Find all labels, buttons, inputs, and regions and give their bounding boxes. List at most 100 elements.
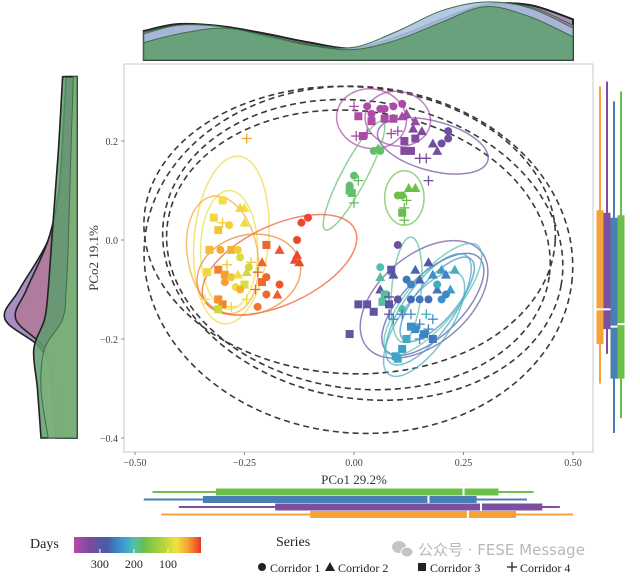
data-point <box>367 117 376 126</box>
data-point <box>241 133 252 144</box>
points-layer <box>200 99 460 363</box>
data-point <box>427 138 438 148</box>
data-point <box>414 319 425 330</box>
data-point <box>262 290 271 299</box>
data-point <box>227 245 236 254</box>
y-tick-label: −0.4 <box>100 434 118 445</box>
data-point <box>347 188 356 197</box>
data-point <box>398 344 407 353</box>
data-point <box>449 264 460 274</box>
data-point <box>262 240 271 249</box>
data-point <box>214 226 223 235</box>
legend-triangle-icon <box>325 562 335 571</box>
data-point <box>209 213 218 222</box>
series-ellipse <box>161 98 564 402</box>
watermark-text: 公众号 · FESE Message <box>418 541 585 559</box>
data-point <box>427 314 438 325</box>
color-tick-label: 300 <box>91 557 109 571</box>
data-point <box>362 128 373 139</box>
shape-legend-title: Series <box>276 535 310 550</box>
y-tick-label: −0.2 <box>100 335 118 346</box>
data-point <box>393 240 402 249</box>
data-point <box>353 175 364 186</box>
data-point <box>378 297 387 306</box>
data-point <box>203 268 212 277</box>
data-point <box>258 278 267 287</box>
data-point <box>253 302 262 311</box>
data-point <box>415 295 424 304</box>
x-boxplot-box <box>310 511 517 518</box>
legend-label: Corridor 3 <box>430 561 480 575</box>
data-point <box>433 280 442 289</box>
data-point <box>214 305 223 314</box>
data-point <box>200 294 211 305</box>
data-point <box>423 257 434 267</box>
data-point <box>257 257 268 267</box>
data-point <box>227 273 236 282</box>
data-point <box>367 109 376 118</box>
data-point <box>239 217 250 227</box>
data-point <box>423 324 434 335</box>
shape-legend: Series Corridor 1 Corridor 2 Corridor 3 Cor… <box>258 535 570 575</box>
data-point <box>294 257 305 267</box>
data-point <box>217 217 228 228</box>
data-point <box>345 330 354 339</box>
data-point <box>297 218 306 227</box>
data-point <box>406 280 415 289</box>
data-point <box>388 314 399 325</box>
data-point <box>226 301 237 312</box>
data-point <box>289 254 300 264</box>
data-point <box>444 127 453 136</box>
data-point <box>384 309 395 320</box>
data-point <box>252 267 263 278</box>
data-point <box>436 264 447 274</box>
left-density-curve <box>40 76 78 439</box>
legend-circle-icon <box>258 563 266 571</box>
data-point <box>384 291 395 302</box>
data-point <box>432 284 443 294</box>
y-boxplot-box <box>610 217 618 379</box>
data-point <box>214 265 223 274</box>
y-tick-label: 0.0 <box>106 236 119 247</box>
y-axis: 0.2 0.0 −0.2 −0.4 <box>100 137 124 445</box>
data-point <box>236 253 245 262</box>
data-point <box>411 134 420 143</box>
data-point <box>399 202 410 213</box>
data-point <box>240 280 249 289</box>
data-point <box>354 300 363 309</box>
data-point <box>400 146 409 155</box>
color-tick-label: 100 <box>159 557 177 571</box>
data-point <box>304 213 313 222</box>
data-point <box>410 116 421 126</box>
data-point <box>423 175 434 186</box>
data-point <box>220 278 229 287</box>
legend-label: Corridor 2 <box>338 561 388 575</box>
data-point <box>389 102 398 111</box>
y-boxplot-box <box>603 212 611 330</box>
data-point <box>424 295 433 304</box>
data-point <box>373 143 384 153</box>
y-boxplot-box <box>596 210 604 344</box>
x-boxplot-box <box>216 488 499 496</box>
data-point <box>392 126 403 137</box>
group-ellipse <box>390 236 423 343</box>
legend-square-icon <box>418 563 426 571</box>
data-point <box>411 325 420 334</box>
data-point <box>349 197 359 208</box>
wechat-icon <box>392 541 414 558</box>
group-ellipse <box>376 117 489 175</box>
data-point <box>416 126 427 136</box>
data-point <box>398 191 407 200</box>
legend-plus-icon <box>507 562 517 572</box>
data-point <box>389 114 398 123</box>
color-bar <box>74 537 201 553</box>
group-ellipse <box>384 252 473 366</box>
data-point <box>388 269 399 279</box>
x-tick-label: 0.50 <box>564 458 582 469</box>
data-point <box>386 128 397 139</box>
data-point <box>398 208 407 217</box>
data-point <box>369 307 378 316</box>
series-ellipse <box>143 85 557 375</box>
data-point <box>399 215 410 226</box>
data-point <box>220 270 229 279</box>
